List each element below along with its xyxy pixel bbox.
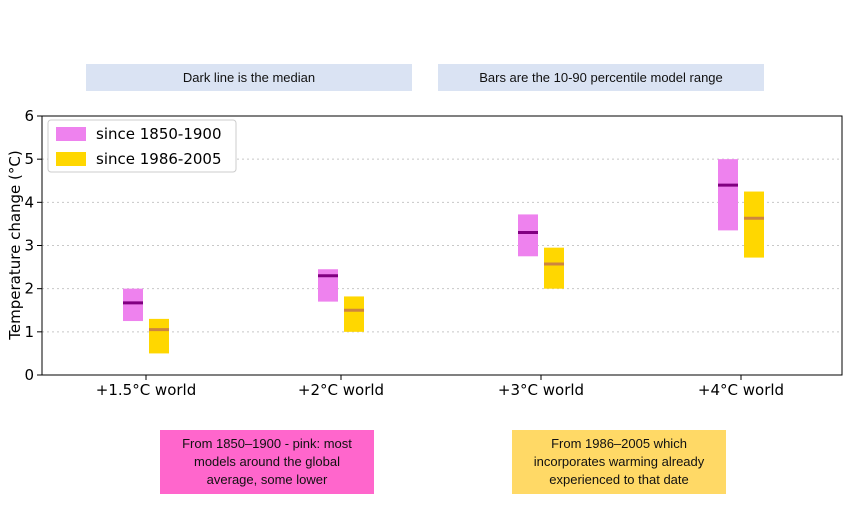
axes: 0 1 2 3 4 5 6 +1.5°C world +2°C world +3°C world +… <box>24 107 784 399</box>
range-bar-pink <box>518 214 538 257</box>
x-tick-label: +1.5°C world <box>96 381 196 399</box>
range-bar-pink <box>123 288 143 322</box>
y-tick-label: 5 <box>24 150 34 168</box>
range-bars <box>123 159 764 354</box>
grid-lines <box>42 158 842 333</box>
legend-swatch-pink <box>56 127 86 141</box>
yellow-series-note: From 1986–2005 which incorporates warmin… <box>512 430 726 494</box>
y-tick-label: 3 <box>24 237 34 255</box>
legend-frame <box>47 119 237 173</box>
range-bar-yellow <box>149 318 169 354</box>
y-axis-label: Temperature change (°C) <box>6 150 24 340</box>
y-tick-label: 1 <box>24 323 34 341</box>
y-tick-label: 4 <box>24 193 34 211</box>
legend: since 1850-1900 since 1986-2005 <box>47 119 237 173</box>
range-bar-pink <box>718 159 738 231</box>
range-bar-pink <box>318 269 338 302</box>
legend-swatch-yellow <box>56 152 86 166</box>
x-tick-label: +3°C world <box>498 381 584 399</box>
x-tick-label: +4°C world <box>698 381 784 399</box>
range-explanation-banner: Bars are the 10-90 percentile model rang… <box>438 64 764 91</box>
y-tick-label: 6 <box>24 107 34 125</box>
x-tick-label: +2°C world <box>298 381 384 399</box>
legend-label-yellow: since 1986-2005 <box>96 150 222 168</box>
range-bar-yellow <box>744 191 764 258</box>
y-tick-label: 0 <box>24 366 34 384</box>
pink-series-note: From 1850–1900 - pink: most models aroun… <box>160 430 374 494</box>
range-bar-yellow <box>344 296 364 332</box>
range-bar-yellow <box>544 247 564 289</box>
median-explanation-banner: Dark line is the median <box>86 64 412 91</box>
y-tick-label: 2 <box>24 280 34 298</box>
legend-label-pink: since 1850-1900 <box>96 125 222 143</box>
